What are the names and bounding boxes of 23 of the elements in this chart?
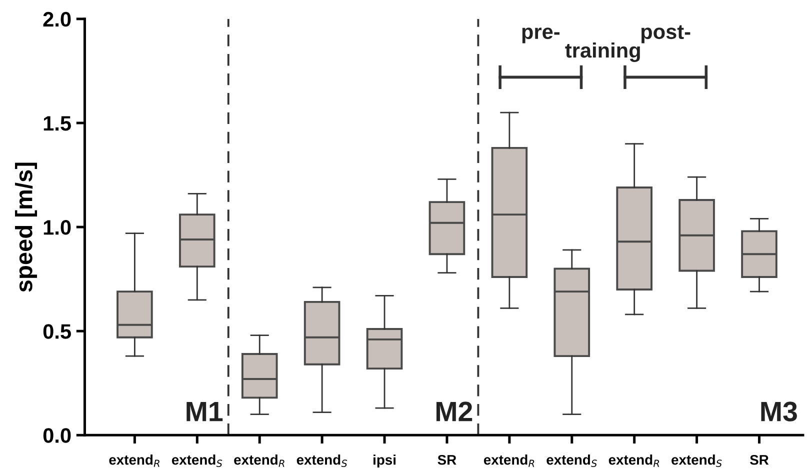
x-tick-label: SR bbox=[438, 454, 456, 465]
y-tick-label: 1.5 bbox=[44, 116, 71, 131]
x-tick-label: extend$_{R}$ bbox=[109, 454, 160, 467]
y-tick-label: 2.0 bbox=[43, 12, 71, 27]
x-tick-label: extend$_{S}$ bbox=[172, 454, 222, 468]
x-tick-label: extend$_{S}$ bbox=[546, 454, 597, 468]
x-tick-label: extend$_{R}$ bbox=[234, 454, 284, 467]
annotation: pre- bbox=[522, 28, 560, 44]
x-tick-label: ipsi bbox=[374, 454, 396, 468]
annotation: M3 bbox=[761, 402, 797, 422]
x-tick-label: SR bbox=[750, 454, 769, 465]
annotation: M2 bbox=[436, 402, 472, 422]
y-axis-title: speed [m/s] bbox=[15, 162, 38, 292]
annotation: post- bbox=[641, 25, 690, 44]
y-tick-label: 0.5 bbox=[43, 324, 71, 339]
y-tick-label: 0.0 bbox=[43, 428, 71, 443]
annotation: M1 bbox=[186, 402, 223, 422]
x-tick-label: extend$_{S}$ bbox=[296, 454, 348, 468]
x-tick-label: extend$_{R}$ bbox=[484, 454, 534, 467]
x-tick-label: extend$_{R}$ bbox=[608, 454, 660, 467]
y-tick-label: 1.0 bbox=[44, 220, 71, 235]
annotation: training bbox=[565, 42, 640, 62]
x-tick-label: extend$_{S}$ bbox=[672, 454, 722, 468]
